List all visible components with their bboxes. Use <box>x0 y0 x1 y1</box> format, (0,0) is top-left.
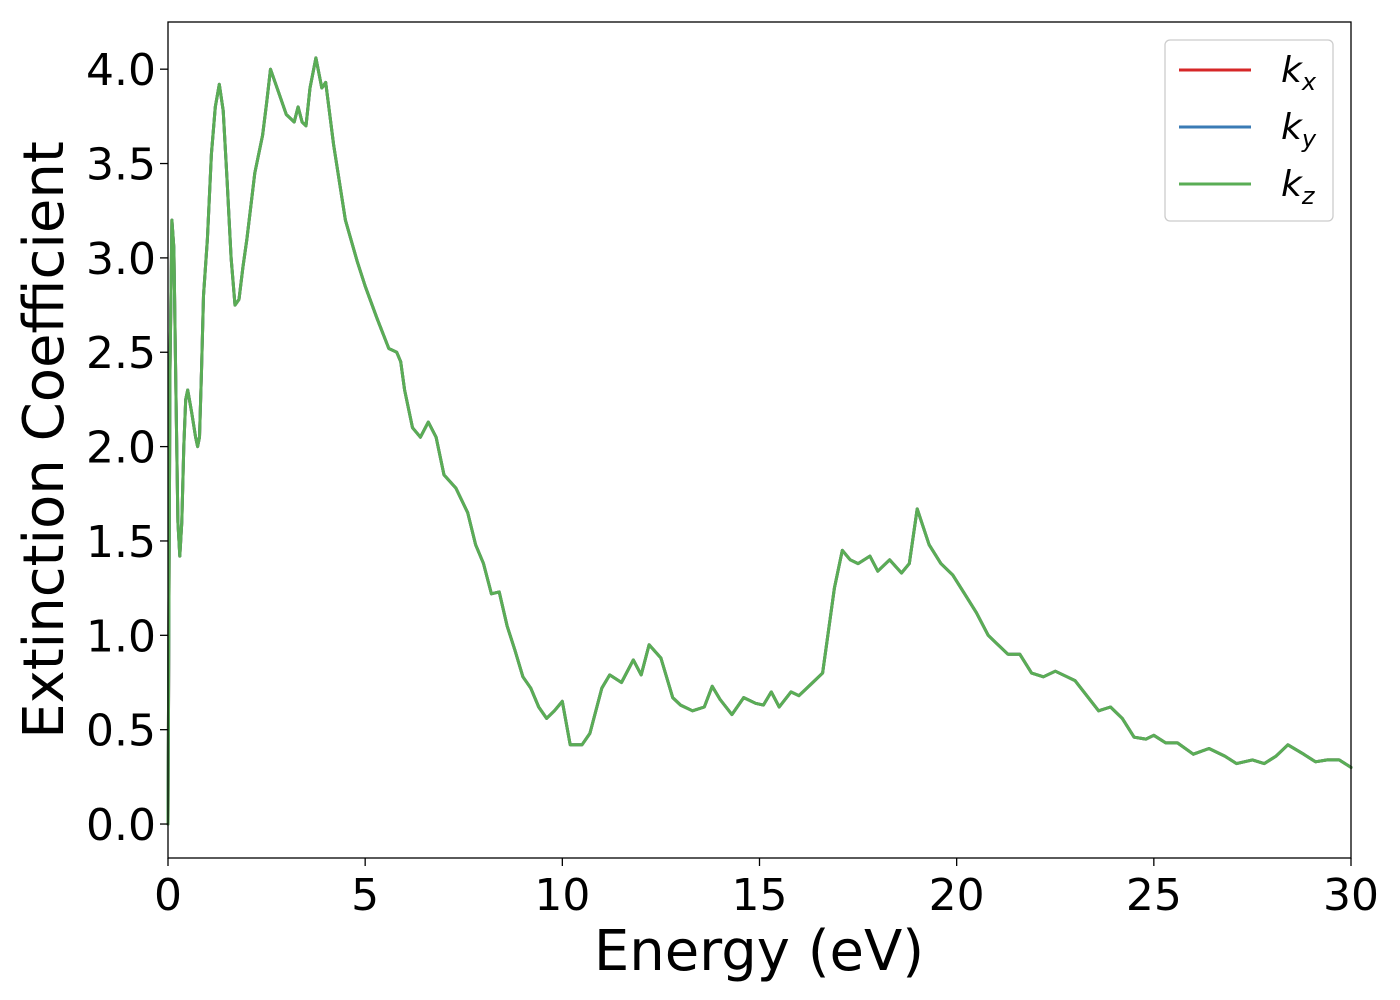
legend-box <box>1164 39 1334 222</box>
x-tick-label: 10 <box>534 870 590 921</box>
legend-label-y: ky <box>1281 107 1317 153</box>
series-layer <box>166 56 1353 826</box>
x-tick-label: 5 <box>351 870 379 921</box>
x-tick-label: 20 <box>929 870 985 921</box>
y-tick-label: 1.0 <box>86 611 156 662</box>
y-tick-label: 3.5 <box>86 140 156 191</box>
legend-label-x: kx <box>1281 50 1317 96</box>
x-tick-label: 0 <box>154 870 182 921</box>
y-tick-label: 3.0 <box>86 234 156 285</box>
y-tick-label: 1.5 <box>86 517 156 568</box>
y-axis-label: Extinction Coefficient <box>12 141 77 739</box>
x-tick-label: 15 <box>732 870 788 921</box>
x-tick-label: 25 <box>1126 870 1182 921</box>
y-tick-label: 0.0 <box>86 800 156 851</box>
y-tick-label: 2.5 <box>86 328 156 379</box>
x-axis-label: Energy (eV) <box>594 919 924 984</box>
legend-entries: kx ky kz <box>1179 50 1317 210</box>
x-axis-ticks: 0 5 10 15 20 25 30 <box>154 858 1379 921</box>
y-tick-label: 0.5 <box>86 706 156 757</box>
y-tick-label: 2.0 <box>86 423 156 474</box>
y-tick-label: 4.0 <box>86 45 156 96</box>
x-tick-label: 30 <box>1323 870 1379 921</box>
y-axis-ticks: 0.0 0.5 1.0 1.5 2.0 2.5 3.0 3.5 4.0 <box>86 45 168 851</box>
series-line-z <box>166 56 1353 826</box>
legend-label-z: kz <box>1281 164 1316 210</box>
legend: kx ky kz <box>1164 39 1334 222</box>
